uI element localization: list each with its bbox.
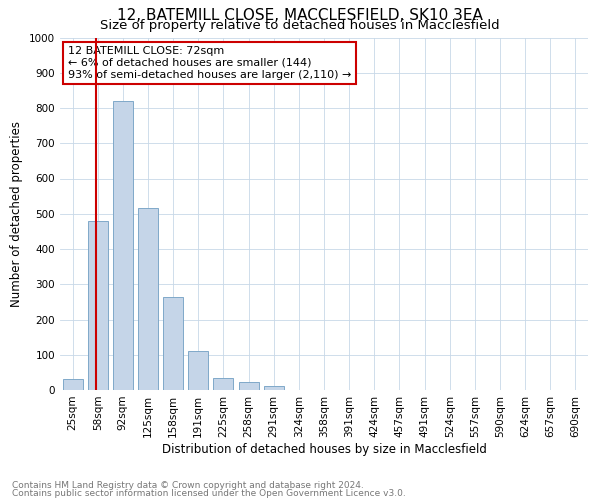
Bar [62,380,83,390]
Bar [214,378,233,390]
Text: 12 BATEMILL CLOSE: 72sqm
← 6% of detached houses are smaller (144)
93% of semi-d: 12 BATEMILL CLOSE: 72sqm ← 6% of detache… [68,46,351,80]
Bar [239,382,259,390]
Bar [138,208,158,390]
Y-axis label: Number of detached properties: Number of detached properties [10,120,23,306]
Bar [188,351,208,390]
Text: Contains public sector information licensed under the Open Government Licence v3: Contains public sector information licen… [12,489,406,498]
Bar [263,386,284,390]
Text: Contains HM Land Registry data © Crown copyright and database right 2024.: Contains HM Land Registry data © Crown c… [12,481,364,490]
Text: 12, BATEMILL CLOSE, MACCLESFIELD, SK10 3EA: 12, BATEMILL CLOSE, MACCLESFIELD, SK10 3… [117,8,483,22]
Bar [88,221,108,390]
X-axis label: Distribution of detached houses by size in Macclesfield: Distribution of detached houses by size … [161,442,487,456]
Bar [163,296,183,390]
Text: Size of property relative to detached houses in Macclesfield: Size of property relative to detached ho… [100,19,500,32]
Bar [113,101,133,390]
